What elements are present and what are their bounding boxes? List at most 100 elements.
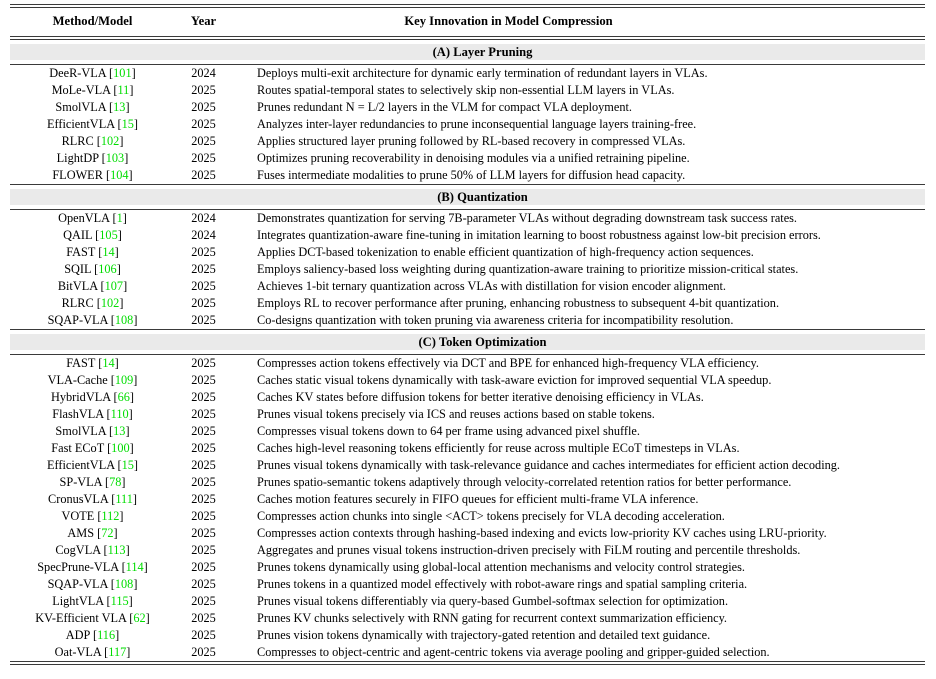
citation-bracket: [	[89, 628, 98, 642]
citation-link[interactable]: 103	[105, 151, 125, 165]
innovation-cell: Employs saliency-based loss weighting du…	[257, 262, 799, 276]
citation-bracket: ]	[115, 628, 120, 642]
method-name: SQIL	[64, 262, 92, 276]
citation-link[interactable]: 1	[116, 211, 123, 225]
innovation-cell: Co-designs quantization with token pruni…	[257, 313, 734, 327]
column-header-method: Method/Model	[52, 14, 133, 28]
method-cell: EfficientVLA [15]	[10, 116, 175, 133]
citation-link[interactable]: 107	[104, 279, 124, 293]
innovation-cell: Applies DCT-based tokenization to enable…	[257, 245, 754, 259]
citation-link[interactable]: 117	[108, 645, 127, 659]
citation-link[interactable]: 11	[117, 83, 130, 97]
citation-link[interactable]: 13	[113, 424, 126, 438]
citation-link[interactable]: 116	[97, 628, 116, 642]
method-name: CronusVLA	[48, 492, 109, 506]
citation-link[interactable]: 15	[121, 117, 134, 131]
citation-link[interactable]: 112	[101, 509, 120, 523]
citation-link[interactable]: 14	[102, 356, 115, 370]
citation-bracket: ]	[124, 151, 129, 165]
citation-bracket: ]	[143, 560, 148, 574]
innovation-cell: Optimizes pruning recoverability in deno…	[257, 151, 690, 165]
citation-link[interactable]: 110	[110, 407, 129, 421]
citation-link[interactable]: 114	[125, 560, 144, 574]
citation-bracket: ]	[129, 390, 134, 404]
year-cell: 2025	[191, 245, 216, 259]
citation-link[interactable]: 109	[114, 373, 134, 387]
year-cell: 2025	[191, 509, 216, 523]
citation-link[interactable]: 106	[98, 262, 117, 276]
method-cell: QAIL [105]	[10, 227, 175, 244]
method-cell: LightVLA [115]	[10, 593, 175, 610]
year-cell: 2025	[191, 611, 216, 625]
year-cell: 2025	[191, 577, 216, 591]
citation-bracket: [	[103, 407, 111, 421]
citation-bracket: [	[101, 645, 109, 659]
citation-link[interactable]: 108	[114, 313, 134, 327]
table-row: VOTE [112] 2025 Compresses action chunks i…	[10, 508, 925, 525]
citation-bracket: [	[94, 509, 102, 523]
citation-link[interactable]: 15	[121, 458, 134, 472]
table-row: ADP [116] 2025 Prunes vision tokens dynami…	[10, 627, 925, 644]
citation-bracket: ]	[114, 356, 119, 370]
citation-bracket: ]	[132, 492, 137, 506]
method-name: QAIL	[63, 228, 93, 242]
citation-bracket: ]	[119, 509, 124, 523]
innovation-cell: Compresses action contexts through hashi…	[257, 526, 827, 540]
citation-link[interactable]: 101	[113, 66, 132, 80]
year-cell: 2025	[191, 560, 216, 574]
citation-bracket: ]	[125, 424, 130, 438]
citation-bracket: [	[101, 475, 110, 489]
citation-bracket: [	[98, 151, 106, 165]
citation-link[interactable]: 113	[107, 543, 126, 557]
method-name: RLRC	[61, 296, 94, 310]
citation-link[interactable]: 14	[102, 245, 115, 259]
method-name: SmolVLA	[55, 424, 106, 438]
citation-link[interactable]: 108	[114, 577, 134, 591]
year-cell: 2025	[191, 313, 216, 327]
citation-link[interactable]: 62	[133, 611, 146, 625]
innovation-cell: Integrates quantization-aware fine-tunin…	[257, 228, 821, 242]
table-row: KV-Efficient VLA [62] 2025 Prunes KV chunk…	[10, 610, 925, 627]
citation-link[interactable]: 72	[101, 526, 114, 540]
section-bottom-rule	[10, 184, 925, 185]
citation-bracket: [	[126, 611, 134, 625]
method-name: AMS	[67, 526, 95, 540]
method-cell: VLA-Cache [109]	[10, 372, 175, 389]
method-cell: Oat-VLA [117]	[10, 644, 175, 661]
table-row: FAST [14] 2025 Compresses action tokens ef…	[10, 355, 925, 372]
citation-bracket: ]	[129, 83, 134, 97]
year-cell: 2025	[191, 441, 216, 455]
citation-bracket: [	[105, 100, 114, 114]
citation-link[interactable]: 66	[117, 390, 130, 404]
table-bottom-rule	[10, 661, 925, 665]
innovation-cell: Achieves 1-bit ternary quantization acro…	[257, 279, 726, 293]
innovation-cell: Prunes KV chunks selectively with RNN ga…	[257, 611, 727, 625]
citation-bracket: ]	[113, 526, 118, 540]
citation-link[interactable]: 115	[110, 594, 129, 608]
year-cell: 2025	[191, 407, 216, 421]
method-cell: HybridVLA [66]	[10, 389, 175, 406]
citation-link[interactable]: 111	[115, 492, 133, 506]
citation-link[interactable]: 104	[110, 168, 129, 182]
year-cell: 2025	[191, 83, 216, 97]
section-rows: FAST [14] 2025 Compresses action tokens ef…	[10, 355, 925, 661]
method-name: VOTE	[61, 509, 95, 523]
table-row: FlashVLA [110] 2025 Prunes visual tokens p…	[10, 406, 925, 423]
citation-link[interactable]: 102	[100, 296, 120, 310]
citation-bracket: ]	[133, 577, 138, 591]
citation-link[interactable]: 105	[99, 228, 118, 242]
citation-bracket: [	[118, 560, 126, 574]
banner-bottom-rule	[10, 209, 925, 210]
table-row: VLA-Cache [109] 2025 Caches static visual …	[10, 372, 925, 389]
citation-link[interactable]: 13	[113, 100, 126, 114]
citation-bracket: [	[102, 168, 111, 182]
citation-bracket: [	[110, 83, 118, 97]
table-row: SmolVLA [13] 2025 Compresses visual tokens…	[10, 423, 925, 440]
citation-link[interactable]: 102	[100, 134, 120, 148]
citation-link[interactable]: 78	[109, 475, 122, 489]
citation-bracket: [	[109, 211, 117, 225]
citation-bracket: [	[91, 262, 99, 276]
citation-link[interactable]: 100	[111, 441, 130, 455]
citation-bracket: [	[95, 356, 103, 370]
innovation-cell: Compresses visual tokens down to 64 per …	[257, 424, 640, 438]
